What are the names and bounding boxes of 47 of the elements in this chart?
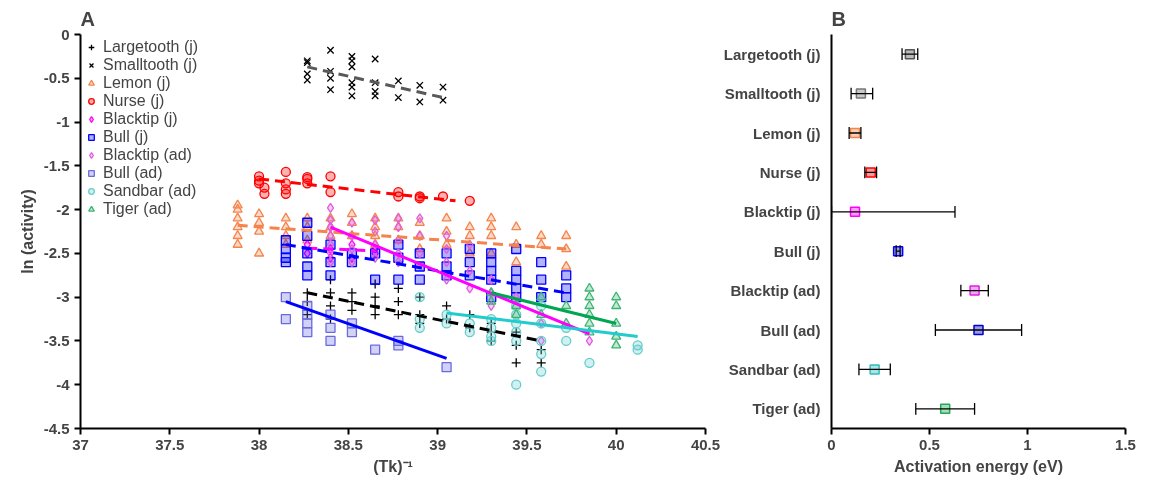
y-tick-label: -2 — [56, 200, 70, 218]
y-tick-label: Lemon (j) — [753, 124, 821, 142]
y-tick-label: Bull (ad) — [760, 321, 821, 339]
x-tick-label: 1 — [1023, 435, 1032, 453]
x-tick-label: 38 — [250, 435, 268, 453]
y-tick-label: Blacktip (j) — [743, 203, 821, 221]
legend-label: Smalltooth (j) — [103, 56, 198, 74]
legend-label: Blacktip (j) — [103, 110, 178, 128]
y-axis-title: ln (activity) — [18, 189, 36, 274]
y-tick-label: -1.5 — [43, 156, 70, 174]
y-tick-label: -1 — [56, 113, 70, 131]
x-tick-label: 37 — [72, 435, 89, 453]
chart-title: A — [80, 7, 95, 30]
y-tick-label: -3.5 — [43, 331, 70, 349]
y-tick-label: -4 — [56, 375, 71, 393]
x-tick-label: 37.5 — [155, 435, 185, 453]
y-tick-label: Smalltooth (j) — [724, 85, 821, 103]
y-tick-label: 0 — [61, 25, 70, 43]
legend-label: Nurse (j) — [103, 92, 165, 110]
x-tick-label: 1.5 — [1115, 435, 1136, 453]
x-axis-title: (Tk)⁻¹ — [373, 457, 413, 475]
x-tick-label: 0 — [827, 435, 836, 453]
y-tick-label: -3 — [56, 288, 70, 306]
y-tick-label: Bull (j) — [773, 242, 821, 260]
legend-label: Largetooth (j) — [103, 38, 199, 56]
x-tick-label: 0.5 — [919, 435, 940, 453]
y-tick-label: -0.5 — [43, 69, 70, 87]
y-tick-label: Sandbar (ad) — [728, 360, 821, 378]
y-tick-label: Tiger (ad) — [752, 400, 821, 418]
legend-label: Tiger (ad) — [103, 200, 172, 218]
x-tick-label: 39.5 — [512, 435, 542, 453]
chart-title: B — [831, 7, 846, 30]
x-tick-label: 38.5 — [333, 435, 363, 453]
x-tick-label: 40 — [607, 435, 625, 453]
y-tick-label: -2.5 — [43, 244, 70, 262]
legend-label: Bull (ad) — [103, 164, 163, 182]
x-tick-label: 39 — [429, 435, 446, 453]
x-axis-title: Activation energy (eV) — [894, 457, 1063, 475]
legend-label: Blacktip (ad) — [103, 146, 192, 164]
x-tick-label: 40.5 — [690, 435, 721, 453]
legend-label: Bull (j) — [103, 128, 149, 146]
legend-label: Sandbar (ad) — [103, 182, 197, 200]
y-tick-label: -4.5 — [43, 419, 70, 437]
y-tick-label: Largetooth (j) — [723, 45, 821, 63]
legend-label: Lemon (j) — [103, 74, 171, 92]
y-tick-label: Blacktip (ad) — [730, 282, 821, 300]
y-tick-label: Nurse (j) — [759, 163, 821, 181]
